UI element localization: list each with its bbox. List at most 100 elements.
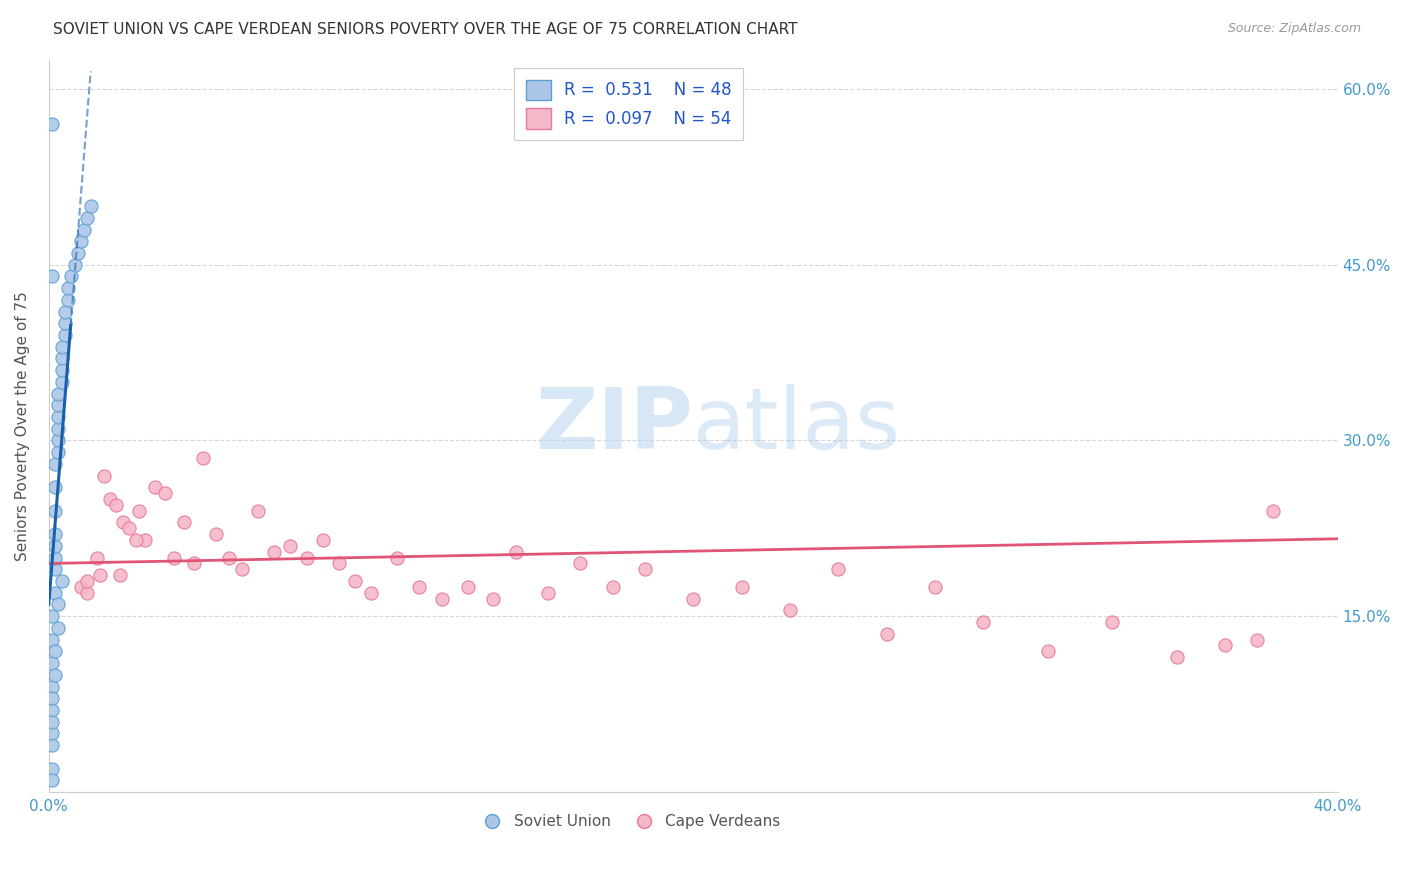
Soviet Union bbox=[48, 422, 70, 436]
Soviet Union bbox=[48, 386, 70, 401]
Soviet Union bbox=[70, 234, 93, 248]
Cape Verdeans bbox=[125, 533, 148, 547]
Soviet Union bbox=[73, 222, 96, 236]
Soviet Union bbox=[41, 269, 63, 284]
Soviet Union bbox=[44, 562, 66, 576]
Soviet Union bbox=[41, 762, 63, 776]
Cape Verdeans bbox=[183, 557, 205, 571]
Soviet Union bbox=[48, 598, 70, 612]
Cape Verdeans bbox=[173, 516, 195, 530]
Cape Verdeans bbox=[86, 550, 108, 565]
Soviet Union bbox=[44, 586, 66, 600]
Soviet Union bbox=[51, 363, 73, 377]
Cape Verdeans bbox=[360, 586, 382, 600]
Cape Verdeans bbox=[311, 533, 333, 547]
Soviet Union bbox=[44, 504, 66, 518]
Soviet Union bbox=[41, 609, 63, 624]
Soviet Union bbox=[48, 434, 70, 448]
Cape Verdeans bbox=[89, 568, 111, 582]
Soviet Union bbox=[44, 457, 66, 471]
Soviet Union bbox=[44, 667, 66, 681]
Soviet Union bbox=[41, 680, 63, 694]
Cape Verdeans bbox=[70, 580, 93, 594]
Legend: Soviet Union, Cape Verdeans: Soviet Union, Cape Verdeans bbox=[471, 808, 787, 836]
Cape Verdeans bbox=[1101, 615, 1123, 629]
Cape Verdeans bbox=[682, 591, 704, 606]
Cape Verdeans bbox=[537, 586, 560, 600]
Text: SOVIET UNION VS CAPE VERDEAN SENIORS POVERTY OVER THE AGE OF 75 CORRELATION CHAR: SOVIET UNION VS CAPE VERDEAN SENIORS POV… bbox=[53, 22, 799, 37]
Cape Verdeans bbox=[924, 580, 946, 594]
Cape Verdeans bbox=[98, 491, 121, 506]
Cape Verdeans bbox=[505, 545, 527, 559]
Text: atlas: atlas bbox=[693, 384, 901, 467]
Soviet Union bbox=[44, 480, 66, 494]
Cape Verdeans bbox=[385, 550, 408, 565]
Cape Verdeans bbox=[111, 516, 134, 530]
Cape Verdeans bbox=[1263, 504, 1285, 518]
Soviet Union bbox=[48, 409, 70, 424]
Cape Verdeans bbox=[730, 580, 752, 594]
Soviet Union bbox=[66, 246, 89, 260]
Cape Verdeans bbox=[295, 550, 318, 565]
Cape Verdeans bbox=[779, 603, 801, 617]
Soviet Union bbox=[79, 199, 101, 213]
Cape Verdeans bbox=[280, 539, 302, 553]
Cape Verdeans bbox=[93, 468, 115, 483]
Y-axis label: Seniors Poverty Over the Age of 75: Seniors Poverty Over the Age of 75 bbox=[15, 291, 30, 561]
Cape Verdeans bbox=[153, 486, 176, 500]
Soviet Union bbox=[44, 527, 66, 541]
Soviet Union bbox=[44, 539, 66, 553]
Soviet Union bbox=[76, 211, 98, 225]
Cape Verdeans bbox=[569, 557, 592, 571]
Soviet Union bbox=[41, 738, 63, 752]
Soviet Union bbox=[41, 656, 63, 670]
Soviet Union bbox=[41, 691, 63, 706]
Cape Verdeans bbox=[1166, 650, 1188, 665]
Cape Verdeans bbox=[876, 627, 898, 641]
Cape Verdeans bbox=[205, 527, 228, 541]
Soviet Union bbox=[60, 269, 83, 284]
Text: ZIP: ZIP bbox=[536, 384, 693, 467]
Text: Source: ZipAtlas.com: Source: ZipAtlas.com bbox=[1227, 22, 1361, 36]
Cape Verdeans bbox=[76, 586, 98, 600]
Cape Verdeans bbox=[128, 504, 150, 518]
Cape Verdeans bbox=[143, 480, 166, 494]
Soviet Union bbox=[41, 117, 63, 131]
Cape Verdeans bbox=[1036, 644, 1059, 658]
Soviet Union bbox=[41, 632, 63, 647]
Cape Verdeans bbox=[76, 574, 98, 588]
Soviet Union bbox=[48, 398, 70, 412]
Soviet Union bbox=[41, 703, 63, 717]
Cape Verdeans bbox=[430, 591, 453, 606]
Soviet Union bbox=[51, 574, 73, 588]
Cape Verdeans bbox=[1213, 639, 1236, 653]
Soviet Union bbox=[56, 293, 79, 307]
Cape Verdeans bbox=[343, 574, 366, 588]
Cape Verdeans bbox=[1246, 632, 1268, 647]
Cape Verdeans bbox=[108, 568, 131, 582]
Cape Verdeans bbox=[634, 562, 657, 576]
Cape Verdeans bbox=[247, 504, 270, 518]
Soviet Union bbox=[44, 644, 66, 658]
Soviet Union bbox=[41, 714, 63, 729]
Cape Verdeans bbox=[457, 580, 479, 594]
Cape Verdeans bbox=[408, 580, 430, 594]
Soviet Union bbox=[53, 328, 76, 343]
Cape Verdeans bbox=[218, 550, 240, 565]
Soviet Union bbox=[51, 351, 73, 366]
Cape Verdeans bbox=[118, 521, 141, 535]
Soviet Union bbox=[41, 773, 63, 788]
Soviet Union bbox=[44, 550, 66, 565]
Soviet Union bbox=[51, 375, 73, 389]
Cape Verdeans bbox=[231, 562, 253, 576]
Soviet Union bbox=[51, 340, 73, 354]
Soviet Union bbox=[48, 621, 70, 635]
Cape Verdeans bbox=[263, 545, 285, 559]
Cape Verdeans bbox=[328, 557, 350, 571]
Cape Verdeans bbox=[602, 580, 624, 594]
Soviet Union bbox=[53, 304, 76, 318]
Cape Verdeans bbox=[163, 550, 186, 565]
Cape Verdeans bbox=[972, 615, 994, 629]
Cape Verdeans bbox=[193, 450, 215, 465]
Soviet Union bbox=[53, 316, 76, 330]
